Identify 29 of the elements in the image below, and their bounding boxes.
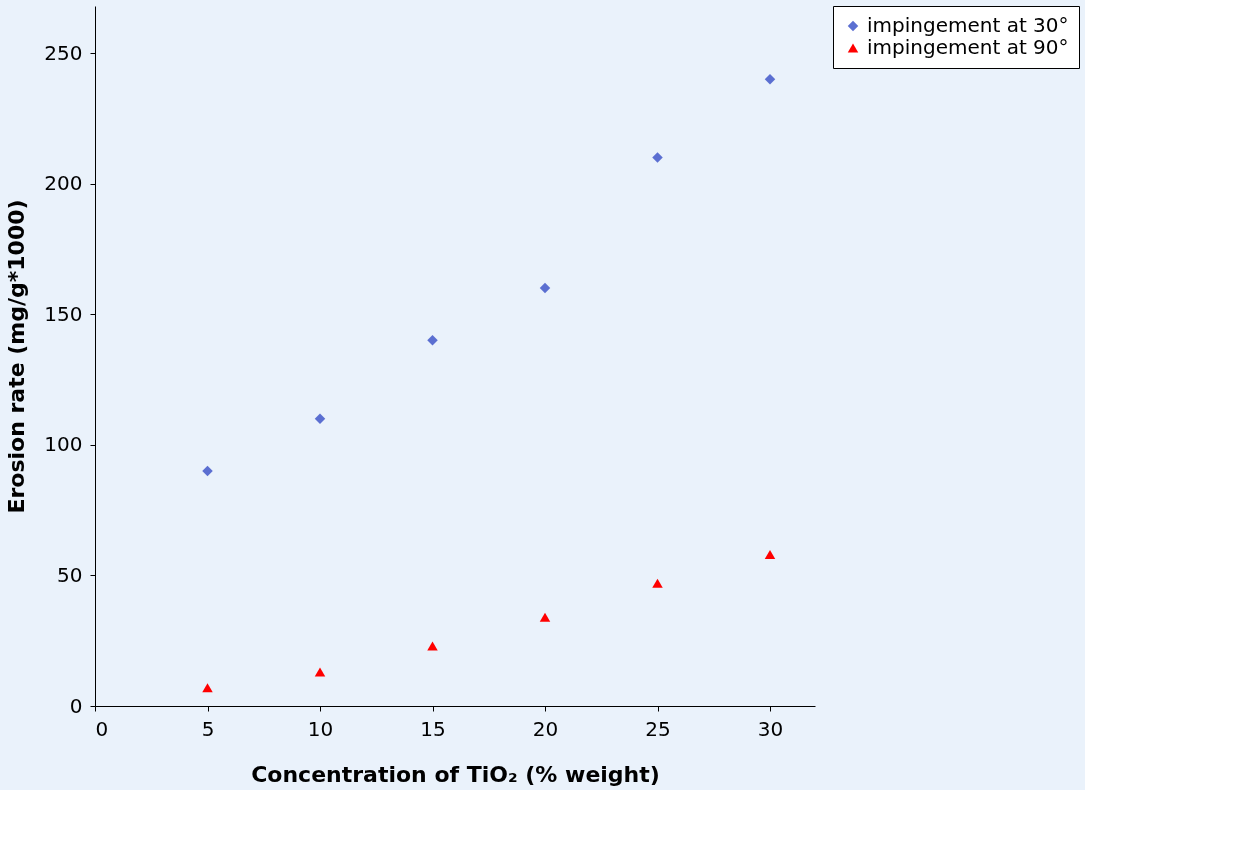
point	[652, 152, 663, 163]
point	[652, 578, 663, 588]
x-tick-label: 0	[95, 716, 109, 741]
x-tick-label: 5	[201, 716, 215, 741]
point	[539, 612, 551, 622]
point	[539, 282, 551, 294]
point	[427, 641, 438, 651]
point	[202, 465, 213, 477]
x-tick-label: 30	[757, 716, 784, 741]
y-tick-label: 50	[57, 562, 83, 587]
legend-label: impingement at 90°	[867, 35, 1069, 59]
point	[202, 683, 213, 693]
x-tick-label: 20	[532, 716, 559, 741]
point	[427, 335, 438, 346]
point	[314, 413, 326, 424]
legend-label: impingement at 30°	[867, 13, 1069, 37]
y-tick-label: 250	[44, 40, 83, 65]
y-axis-title: Erosion rate (mg/g*1000)	[4, 199, 30, 514]
x-tick-label: 25	[645, 716, 671, 741]
x-tick-label: 10	[307, 716, 334, 741]
x-tick-label: 15	[420, 716, 446, 741]
y-tick-label: 150	[44, 301, 83, 326]
point	[314, 667, 326, 677]
point	[764, 73, 776, 85]
point	[764, 549, 776, 560]
y-tick-label: 0	[69, 693, 83, 718]
x-axis-title: Concentration of TiO₂ (% weight)	[251, 761, 660, 787]
y-tick-label: 100	[44, 432, 83, 457]
y-tick-label: 200	[44, 171, 83, 196]
